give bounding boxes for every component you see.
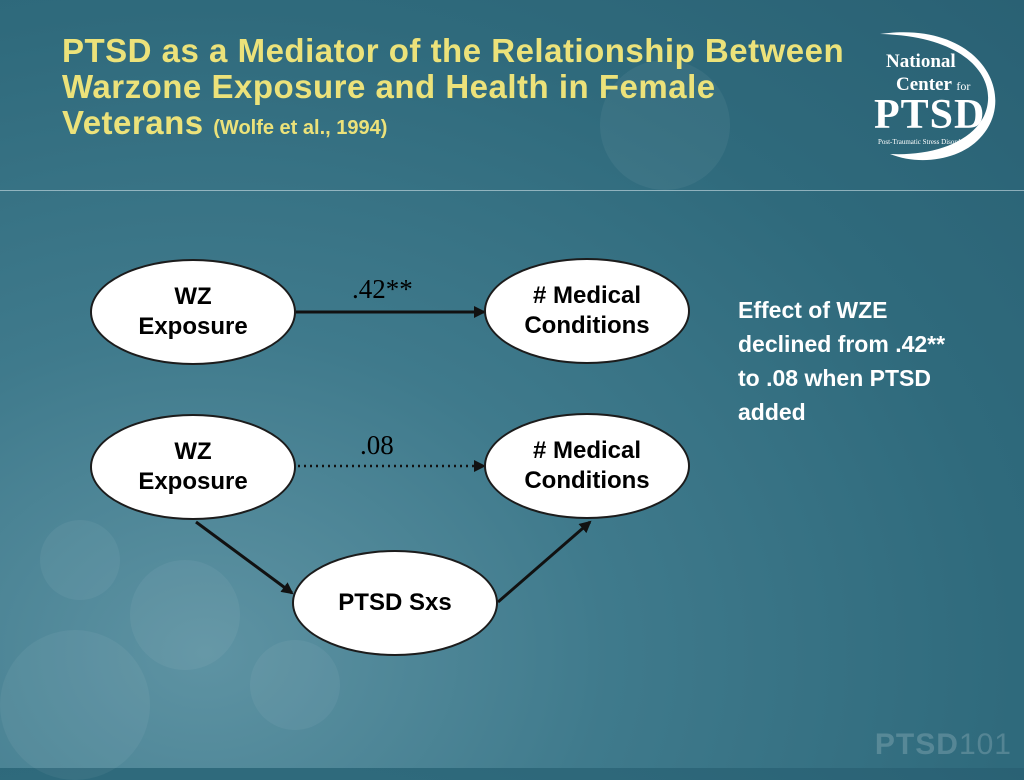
coefficient-model1: .42**	[352, 274, 413, 304]
node-model1-medical-label: # Medical Conditions	[524, 282, 650, 339]
logo-line-national: National	[886, 51, 956, 72]
edge-ptsd-to-medical	[497, 520, 592, 604]
slide-title: PTSD as a Mediator of the Relationship B…	[62, 33, 862, 146]
watermark-number: 101	[958, 728, 1012, 761]
logo-line-center: Center for	[896, 74, 970, 96]
title-divider	[0, 190, 1024, 191]
logo-for-word: for	[956, 79, 971, 93]
coefficient-model2: .08	[360, 430, 394, 460]
node-model1-exposure: WZ Exposure	[90, 259, 296, 365]
logo-line-ptsd: PTSD	[874, 92, 986, 138]
node-ptsd-mediator: PTSD Sxs	[292, 550, 498, 656]
effect-note: Effect of WZE declined from .42** to .08…	[738, 297, 946, 425]
watermark-brand: PTSD	[874, 728, 959, 761]
edge-exposure-to-ptsd	[195, 520, 294, 595]
ptsd101-watermark: PTSD101	[875, 728, 1012, 762]
node-model1-exposure-label: WZ Exposure	[138, 283, 248, 340]
node-model2-medical-label: # Medical Conditions	[524, 437, 650, 494]
citation: (Wolfe et al., 1994)	[213, 117, 388, 139]
background-bubble	[40, 520, 120, 600]
ncptsd-logo: National Center for PTSD Post-Traumatic …	[860, 26, 1010, 168]
node-model2-medical: # Medical Conditions	[484, 413, 690, 519]
logo-center-word: Center	[896, 74, 952, 95]
background-bubble	[0, 630, 150, 780]
background-bubble	[600, 60, 730, 190]
slide-title-text: PTSD as a Mediator of the Relationship B…	[62, 32, 845, 141]
node-model1-medical: # Medical Conditions	[484, 258, 690, 364]
logo-line-tagline: Post-Traumatic Stress Disorder	[878, 138, 966, 146]
node-ptsd-mediator-label: PTSD Sxs	[338, 589, 452, 616]
node-model2-exposure: WZ Exposure	[90, 414, 296, 520]
background-bubble	[130, 560, 240, 670]
background-bubble	[250, 640, 340, 730]
node-model2-exposure-label: WZ Exposure	[138, 438, 248, 495]
